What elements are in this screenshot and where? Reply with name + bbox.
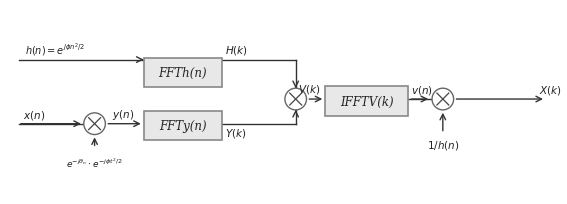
Text: $X(k)$: $X(k)$ [539,84,562,97]
Text: $x(n)$: $x(n)$ [23,108,45,121]
Text: $y(n)$: $y(n)$ [112,107,134,121]
Circle shape [432,89,454,110]
Text: $Y(k)$: $Y(k)$ [225,126,247,139]
Text: FFTh(n): FFTh(n) [159,67,207,80]
Text: $h(n)=e^{j\phi n^2/2}$: $h(n)=e^{j\phi n^2/2}$ [25,41,86,57]
Text: FFTy(n): FFTy(n) [159,120,207,133]
Text: $1/h(n)$: $1/h(n)$ [426,139,459,152]
Text: $e^{-j\theta_n}\cdot e^{-j\phi t^2/2}$: $e^{-j\theta_n}\cdot e^{-j\phi t^2/2}$ [66,155,123,169]
Text: $V(k)$: $V(k)$ [298,83,320,96]
FancyBboxPatch shape [143,111,222,141]
Text: $v(n)$: $v(n)$ [412,84,433,97]
Circle shape [84,113,105,135]
Text: IFFTV(k): IFFTV(k) [340,95,393,108]
FancyBboxPatch shape [325,87,408,116]
FancyBboxPatch shape [143,58,222,88]
Text: $H(k)$: $H(k)$ [225,43,248,56]
Circle shape [285,89,307,110]
